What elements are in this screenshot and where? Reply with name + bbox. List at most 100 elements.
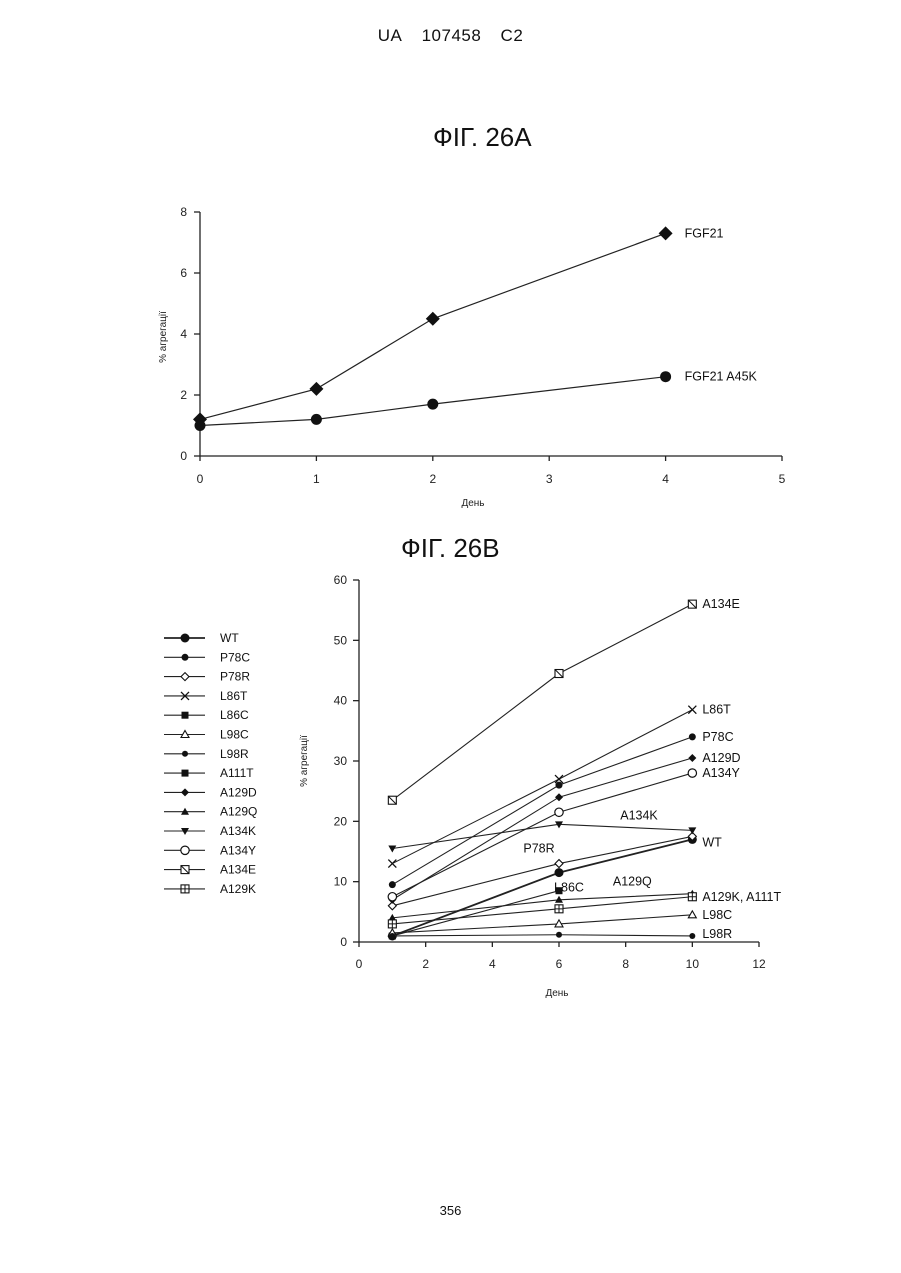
legend-item: L86T bbox=[164, 689, 248, 703]
legend-label: L98R bbox=[220, 747, 249, 761]
annotation-label: L98R bbox=[702, 927, 732, 941]
data-point bbox=[688, 754, 696, 762]
legend-item: A134Y bbox=[164, 843, 256, 857]
legend-label: P78C bbox=[220, 650, 250, 664]
annotation-label: A134K bbox=[620, 808, 658, 822]
annotation-label: A129K, A111T bbox=[702, 890, 781, 904]
x-tick-label: 12 bbox=[752, 957, 766, 971]
data-point bbox=[688, 911, 696, 918]
annotation-label: L86T bbox=[702, 703, 731, 717]
legend-label: A111T bbox=[220, 766, 254, 780]
y-tick-label: 50 bbox=[334, 633, 348, 647]
x-tick-label: 6 bbox=[556, 957, 563, 971]
data-point bbox=[555, 860, 563, 868]
x-tick-label: 4 bbox=[489, 957, 496, 971]
legend-marker bbox=[181, 634, 190, 643]
annotation-label: P78R bbox=[523, 841, 554, 855]
annotation-label: A129Q bbox=[613, 875, 652, 889]
legend-item: L98R bbox=[164, 747, 249, 761]
legend-label: A134K bbox=[220, 824, 256, 838]
data-point bbox=[555, 808, 563, 816]
annotation-label: WT bbox=[702, 835, 722, 849]
y-tick-label: 40 bbox=[334, 694, 348, 708]
data-point bbox=[388, 845, 396, 852]
legend-marker bbox=[181, 788, 189, 796]
series-a129q bbox=[388, 890, 696, 921]
data-point bbox=[555, 793, 563, 801]
legend-label: L86T bbox=[220, 689, 248, 703]
annotation-label: L86C bbox=[554, 881, 584, 895]
series-line bbox=[392, 935, 692, 936]
annotation-label: L98C bbox=[702, 908, 732, 922]
data-point bbox=[556, 932, 562, 938]
page-number: 356 bbox=[0, 1203, 901, 1218]
x-axis-label: День bbox=[545, 988, 568, 999]
legend-marker bbox=[181, 885, 189, 893]
series-line bbox=[392, 897, 692, 924]
legend-item: P78C bbox=[164, 650, 250, 664]
data-point bbox=[689, 733, 696, 740]
y-axis-label: % агрегації bbox=[299, 735, 310, 787]
y-tick-label: 10 bbox=[334, 875, 348, 889]
data-point bbox=[688, 827, 696, 834]
data-point bbox=[388, 860, 396, 868]
data-point bbox=[688, 893, 696, 901]
annotation-label: P78C bbox=[702, 730, 733, 744]
data-point bbox=[389, 933, 395, 939]
y-tick-label: 0 bbox=[340, 935, 347, 949]
series-line bbox=[392, 891, 559, 936]
y-tick-label: 30 bbox=[334, 754, 348, 768]
data-point bbox=[688, 600, 696, 608]
data-point bbox=[388, 893, 396, 901]
x-tick-label: 2 bbox=[422, 957, 429, 971]
annotation-label: A129D bbox=[702, 751, 740, 765]
chart-26b-legend: WT P78C P78R L86T L86C L98C L98R A111T A129D A129… bbox=[164, 631, 257, 896]
data-point bbox=[389, 881, 396, 888]
annotation-label: A134E bbox=[702, 597, 740, 611]
data-point bbox=[688, 706, 696, 714]
legend-marker bbox=[182, 654, 189, 661]
legend-item: A129D bbox=[164, 785, 257, 799]
series-line bbox=[392, 894, 692, 918]
series-l98r bbox=[389, 932, 695, 939]
data-point bbox=[688, 769, 696, 777]
legend-label: A134Y bbox=[220, 843, 256, 857]
x-tick-label: 8 bbox=[622, 957, 629, 971]
data-point bbox=[555, 905, 563, 913]
data-point bbox=[555, 670, 563, 678]
data-point bbox=[556, 782, 563, 789]
legend-item: A129Q bbox=[164, 805, 257, 819]
legend-label: A129K bbox=[220, 882, 256, 896]
legend-label: A134E bbox=[220, 863, 256, 877]
legend-item: WT bbox=[164, 631, 239, 645]
legend-item: L98C bbox=[164, 728, 249, 742]
series-l98c bbox=[388, 911, 696, 936]
legend-item: A134E bbox=[164, 863, 256, 877]
legend-item: A111T bbox=[164, 766, 254, 780]
legend-item: P78R bbox=[164, 670, 250, 684]
legend-label: P78R bbox=[220, 670, 250, 684]
legend-label: WT bbox=[220, 631, 239, 645]
series-a134e bbox=[388, 600, 696, 804]
legend-item: A129K bbox=[164, 882, 256, 896]
data-point bbox=[388, 920, 396, 928]
legend-marker bbox=[182, 770, 189, 777]
legend-label: A129Q bbox=[220, 805, 257, 819]
legend-marker bbox=[181, 673, 189, 681]
y-tick-label: 60 bbox=[334, 573, 348, 587]
legend-label: L86C bbox=[220, 708, 249, 722]
legend-label: A129D bbox=[220, 785, 257, 799]
legend-item: L86C bbox=[164, 708, 249, 722]
legend-marker bbox=[182, 712, 189, 719]
data-point bbox=[689, 933, 695, 939]
legend-label: L98C bbox=[220, 728, 249, 742]
chart-26b: 0 2 4 6 8 10 12 0 10 20 30 40 50 60 День % агрегації A13… bbox=[0, 0, 901, 1010]
y-tick-label: 20 bbox=[334, 814, 348, 828]
legend-marker bbox=[182, 751, 188, 757]
x-tick-label: 10 bbox=[686, 957, 700, 971]
legend-marker bbox=[181, 866, 189, 874]
legend-item: A134K bbox=[164, 824, 256, 838]
x-tick-label: 0 bbox=[356, 957, 363, 971]
annotation-label: A134Y bbox=[702, 766, 740, 780]
legend-marker bbox=[181, 846, 189, 854]
